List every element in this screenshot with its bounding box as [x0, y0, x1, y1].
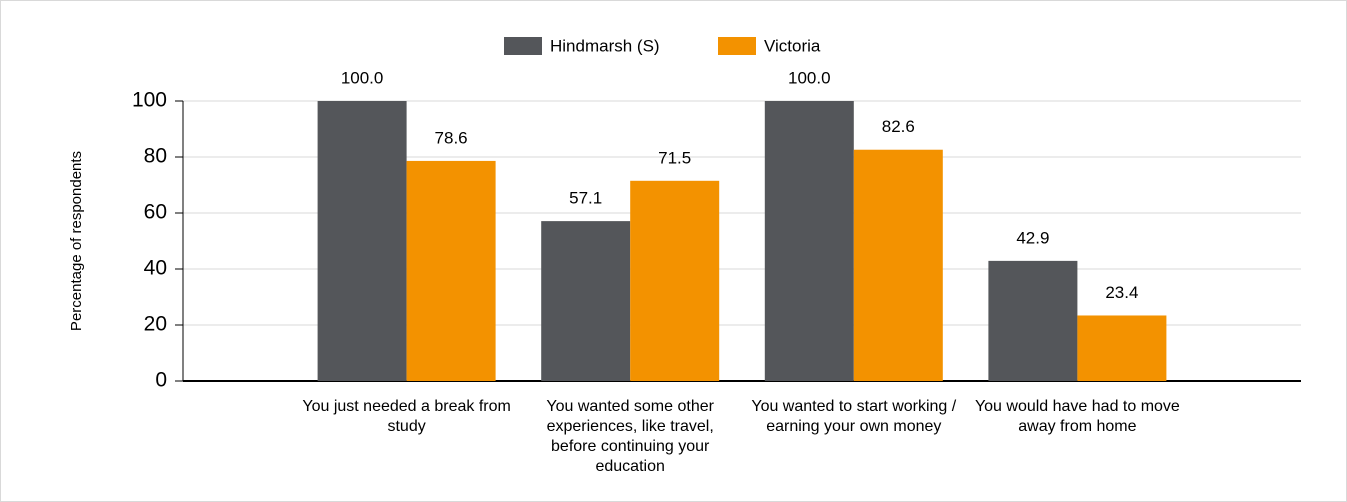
bar [630, 180, 720, 381]
value-label: 82.6 [882, 117, 915, 136]
legend-label: Hindmarsh (S) [550, 36, 660, 55]
y-axis-label: Percentage of respondents [68, 151, 85, 331]
legend-swatch [718, 37, 756, 55]
x-tick-label: You wanted to start working / earning yo… [751, 398, 957, 435]
y-tick-label: 100 [132, 89, 167, 112]
y-tick-label: 60 [144, 201, 167, 224]
y-tick-label: 0 [155, 369, 167, 392]
value-label: 100.0 [788, 68, 831, 87]
value-label: 71.5 [658, 148, 691, 167]
y-tick-label: 40 [144, 257, 167, 280]
bar [541, 221, 631, 381]
value-label: 23.4 [1105, 283, 1138, 302]
bar [988, 260, 1078, 381]
x-tick-label: You just needed a break from study [302, 398, 511, 435]
value-label: 57.1 [569, 189, 602, 208]
bar [1077, 315, 1167, 381]
value-label: 100.0 [341, 68, 384, 87]
bar [406, 160, 496, 381]
x-tick-label: You wanted some other experiences, like … [546, 398, 714, 475]
bar [764, 101, 854, 381]
bar [317, 101, 407, 381]
bar [853, 149, 943, 381]
x-tick-label: You would have had to move away from hom… [974, 398, 1180, 435]
value-label: 78.6 [435, 128, 468, 147]
legend-label: Victoria [764, 36, 821, 55]
y-tick-label: 80 [144, 145, 167, 168]
y-tick-label: 20 [144, 313, 167, 336]
value-label: 42.9 [1016, 228, 1049, 247]
legend-swatch [504, 37, 542, 55]
